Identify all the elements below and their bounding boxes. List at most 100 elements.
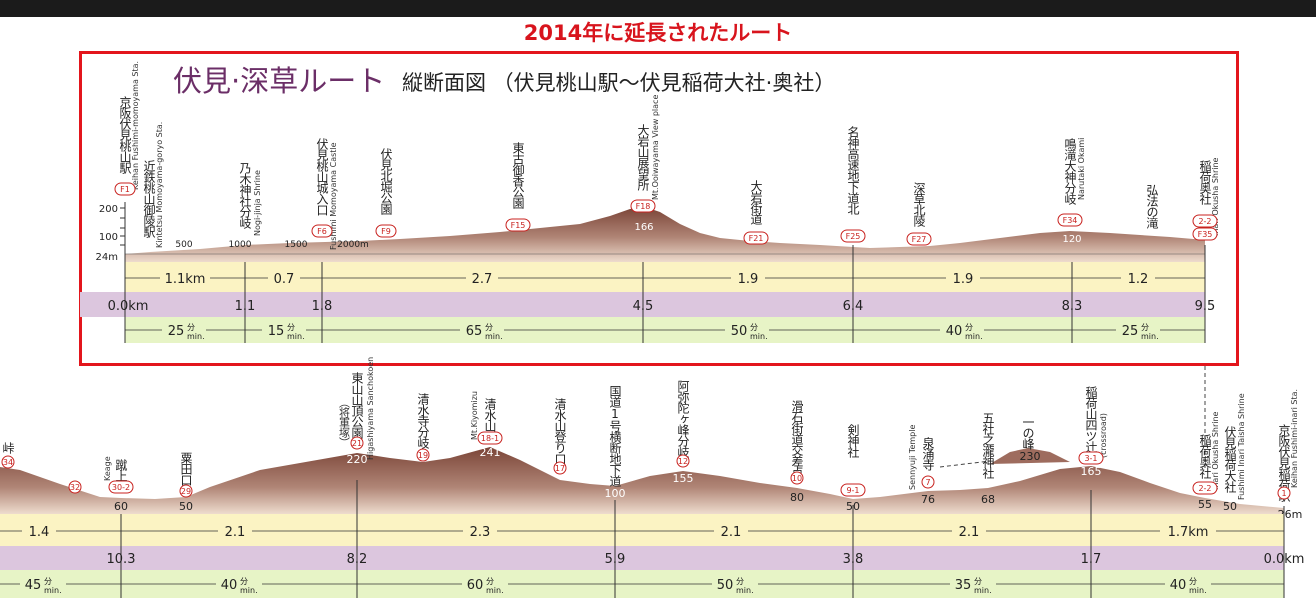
ichinomine-peak bbox=[990, 448, 1070, 464]
bot-en-higashiyama: （将軍塚） bbox=[338, 397, 351, 447]
bot-en-sennyuji: Sennyuji Temple bbox=[908, 425, 917, 490]
svg-text:17: 17 bbox=[555, 464, 565, 473]
svg-text:2-2: 2-2 bbox=[1198, 484, 1211, 493]
svg-text:min.: min. bbox=[965, 332, 983, 341]
bot-en-higashiyama-park: Higashiyama Sanchokoen bbox=[366, 357, 375, 460]
badge-19: 19 bbox=[416, 448, 430, 462]
top-km-3: 4.5 bbox=[633, 299, 654, 314]
bottom-terrain bbox=[0, 447, 1284, 514]
badge-2-2-top: 2-2 bbox=[1192, 214, 1218, 228]
svg-text:10: 10 bbox=[792, 474, 802, 483]
bot-station-sennyuji: 泉涌寺 bbox=[921, 437, 935, 471]
station-meishin-underpass: 名神高速地下道北 bbox=[846, 125, 860, 216]
svg-text:F9: F9 bbox=[381, 227, 391, 236]
bottom-distance-band bbox=[0, 514, 1284, 546]
svg-text:min.: min. bbox=[240, 586, 258, 595]
bot-elev-68: 68 bbox=[981, 493, 995, 506]
svg-text:19: 19 bbox=[418, 451, 428, 460]
svg-text:min.: min. bbox=[974, 586, 992, 595]
station-kitabori-park: 伏見北堀公園 bbox=[379, 148, 393, 215]
bot-seg-5: 2.1 bbox=[959, 525, 980, 540]
bot-station-keage: 蹴上 bbox=[114, 459, 128, 481]
dist-mark-1500: 1500 bbox=[285, 240, 308, 250]
svg-text:F34: F34 bbox=[1063, 216, 1078, 225]
bottom-km-band bbox=[0, 546, 1284, 570]
bot-en-taisha: Fushimi Inari Taisha Shrine bbox=[1237, 393, 1246, 500]
station-en-okusha: Inari Okusha Shrine bbox=[1211, 157, 1220, 236]
svg-text:min.: min. bbox=[287, 332, 305, 341]
svg-text:34: 34 bbox=[3, 458, 13, 467]
bot-station-okusha: 稲荷奥社 bbox=[1198, 434, 1212, 479]
svg-text:分: 分 bbox=[187, 323, 195, 332]
top-km-4: 6.4 bbox=[843, 299, 864, 314]
svg-text:min.: min. bbox=[1141, 332, 1159, 341]
top-badges: F1 F6 F9 F15 F18 F21 F25 F27 F34 2-2 F35 bbox=[114, 182, 1218, 246]
bot-km-5: 1.7 bbox=[1081, 552, 1102, 567]
svg-text:3-1: 3-1 bbox=[1084, 454, 1097, 463]
top-seg-2: 0.7 bbox=[274, 272, 295, 287]
top-min-5: 40 bbox=[946, 324, 963, 339]
badge-f27: F27 bbox=[906, 232, 932, 246]
top-km-0: 0.0km bbox=[108, 299, 149, 314]
alt-label-24: 24m bbox=[96, 252, 118, 263]
svg-text:分: 分 bbox=[750, 323, 758, 332]
svg-text:分: 分 bbox=[485, 323, 493, 332]
badge-f34: F34 bbox=[1057, 213, 1083, 227]
alt-label-100: 100 bbox=[99, 232, 118, 243]
svg-text:分: 分 bbox=[1141, 323, 1149, 332]
svg-text:min.: min. bbox=[486, 586, 504, 595]
station-en-castle: Fushimi Momoyama Castle bbox=[329, 142, 338, 250]
svg-text:12: 12 bbox=[678, 457, 688, 466]
station-kobo-falls: 弘法の滝 bbox=[1145, 184, 1159, 229]
badge-12: 12 bbox=[676, 454, 690, 468]
bot-station-route1-underpass: 国道1号横断地下道 bbox=[608, 385, 622, 487]
station-fukakusa-kitaryo: 深草北陵 bbox=[912, 182, 926, 227]
svg-text:分: 分 bbox=[974, 577, 982, 586]
bot-min-2: 40 bbox=[221, 578, 238, 593]
top-km-6: 9.5 bbox=[1195, 299, 1216, 314]
bot-elev-220: 220 bbox=[347, 453, 368, 466]
svg-text:F27: F27 bbox=[912, 235, 927, 244]
station-inari-okusha: 稲荷奥社 bbox=[1198, 160, 1212, 205]
svg-text:F25: F25 bbox=[846, 232, 861, 241]
badge-10: 10 bbox=[790, 471, 804, 485]
station-momoyama-castle-entrance: 伏見桃山城入口 bbox=[315, 138, 329, 216]
top-km-2: 1.8 bbox=[312, 299, 333, 314]
svg-text:2-2: 2-2 bbox=[1198, 217, 1211, 226]
dist-mark-500: 500 bbox=[175, 240, 192, 250]
dist-mark-1000: 1000 bbox=[229, 240, 252, 250]
badge-21: 21 bbox=[350, 436, 364, 450]
top-distance-band bbox=[125, 262, 1205, 292]
svg-text:min.: min. bbox=[736, 586, 754, 595]
bot-station-ichinomine: 一の峰 bbox=[1021, 416, 1035, 450]
badge-f18: F18 bbox=[630, 199, 656, 213]
top-min-6: 25 bbox=[1122, 324, 1139, 339]
svg-text:7: 7 bbox=[925, 478, 930, 487]
bot-station-kiyomizu-junction: 清水寺分岐 bbox=[416, 393, 430, 449]
bot-station-keihan-fushimi-inari: 京阪伏見稲荷駅 bbox=[1277, 424, 1291, 503]
bot-station-fushimi-inari-taisha: 伏見稲荷大社 bbox=[1223, 426, 1237, 493]
alt-label-200: 200 bbox=[99, 204, 118, 215]
bot-min-5: 35 bbox=[955, 578, 972, 593]
bot-station-tsurugi-shrine: 剣神社 bbox=[846, 424, 860, 458]
svg-text:min.: min. bbox=[1189, 586, 1207, 595]
badge-3-1: 3-1 bbox=[1078, 451, 1104, 465]
bot-elev-60: 60 bbox=[114, 500, 128, 513]
bot-elev-165: 165 bbox=[1081, 465, 1102, 478]
top-profile: 200 100 24m 500 1000 1500 2000m 166 120 … bbox=[80, 61, 1220, 343]
svg-text:F6: F6 bbox=[317, 227, 327, 236]
bot-elev-155: 155 bbox=[673, 472, 694, 485]
badge-17: 17 bbox=[553, 461, 567, 475]
bot-elev-100: 100 bbox=[605, 487, 626, 500]
svg-text:min.: min. bbox=[44, 586, 62, 595]
badge-f1: F1 bbox=[114, 182, 136, 196]
bot-min-6: 40 bbox=[1170, 578, 1187, 593]
bot-elev-80: 80 bbox=[790, 491, 804, 504]
svg-text:1: 1 bbox=[1281, 489, 1286, 498]
bot-en-okusha: Inari Okusha Shrine bbox=[1211, 411, 1220, 490]
bot-km-2: 8.2 bbox=[347, 552, 368, 567]
svg-text:分: 分 bbox=[240, 577, 248, 586]
top-terrain bbox=[125, 207, 1205, 262]
badge-f35: F35 bbox=[1192, 227, 1218, 241]
svg-text:分: 分 bbox=[44, 577, 52, 586]
